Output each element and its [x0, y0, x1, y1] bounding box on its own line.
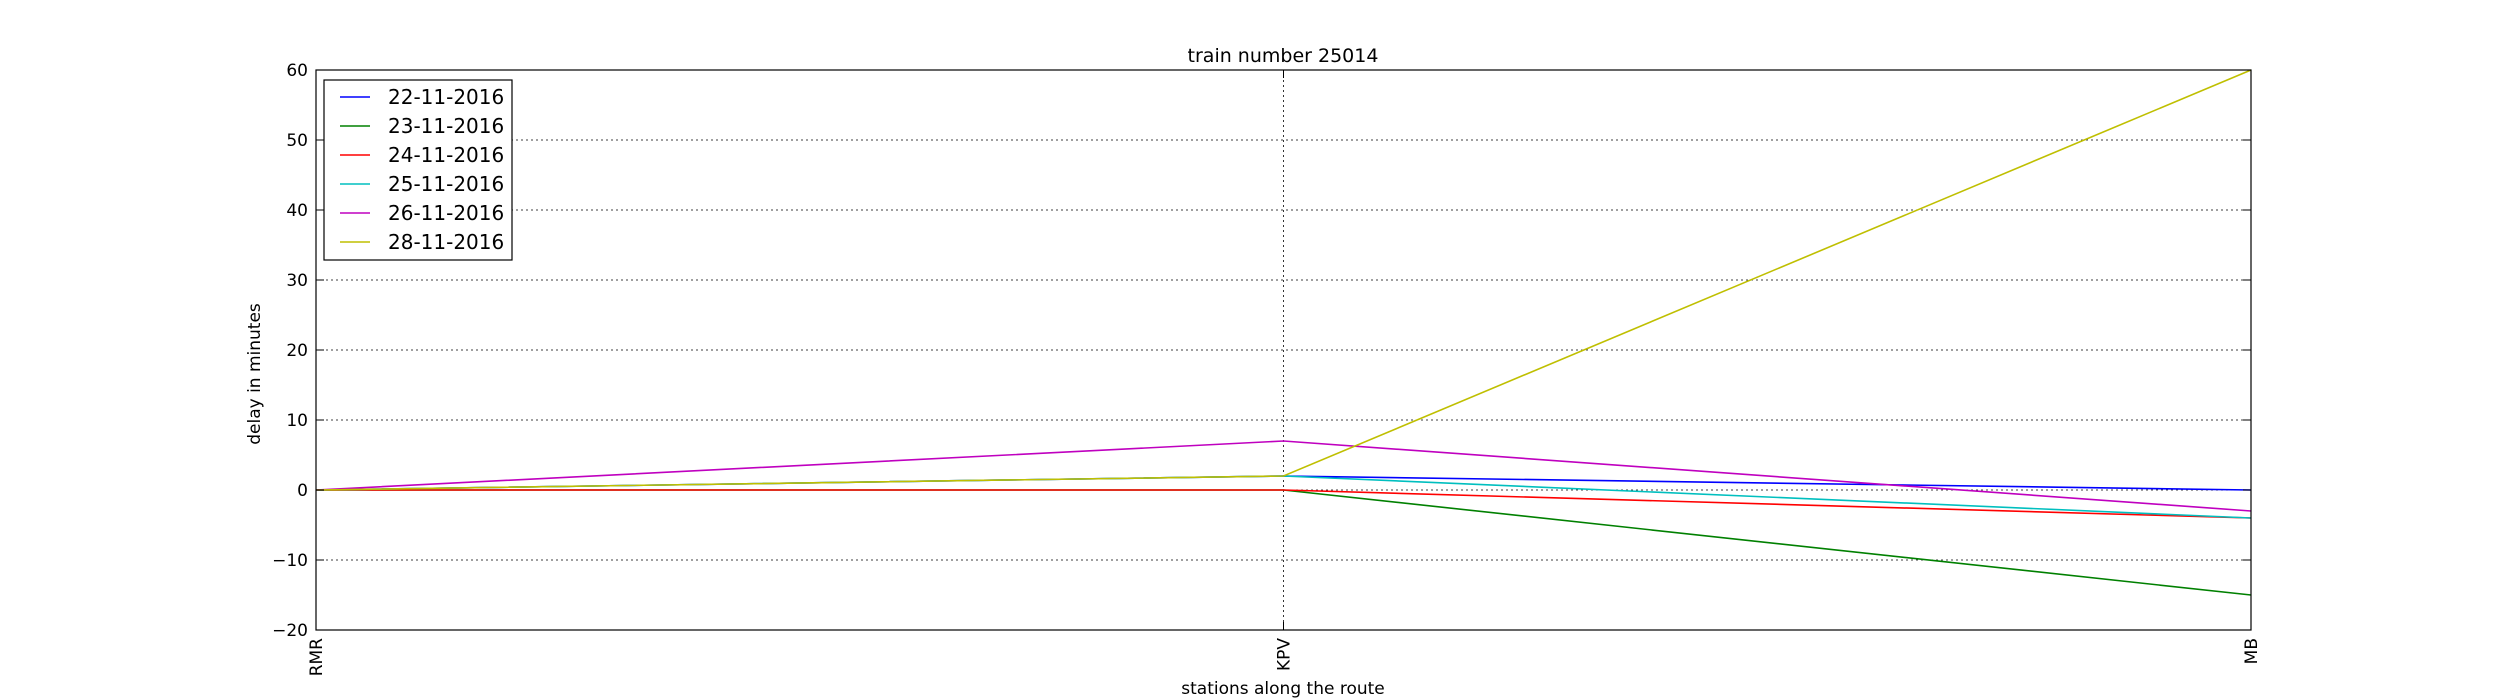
y-tick-label: 50 — [286, 131, 308, 151]
series-lines — [315, 69, 2252, 596]
chart-title: train number 25014 — [1188, 45, 1379, 67]
y-tick-label: −10 — [272, 551, 308, 571]
y-axis-label: delay in minutes — [245, 303, 265, 445]
legend-label: 23-11-2016 — [388, 114, 504, 138]
x-tick-label: RMR — [307, 638, 327, 676]
x-tick-label: MB — [2242, 638, 2262, 664]
y-tick-label: 60 — [286, 61, 308, 81]
legend-label: 25-11-2016 — [388, 172, 504, 196]
legend-label: 28-11-2016 — [388, 230, 504, 254]
series-line-24-11-2016 — [316, 489, 2252, 519]
x-axis-ticks: RMR KPV MB — [307, 70, 2262, 676]
legend-label: 22-11-2016 — [388, 85, 504, 109]
y-tick-label: 40 — [286, 201, 308, 221]
y-tick-label: −20 — [272, 621, 308, 641]
grid — [315, 69, 2252, 631]
series-line-28-11-2016 — [315, 69, 2252, 491]
legend: 22-11-2016 23-11-2016 24-11-2016 25-11-2016… — [323, 79, 513, 261]
legend-frame — [323, 79, 513, 261]
y-tick-label: 30 — [286, 271, 308, 291]
legend-label: 24-11-2016 — [388, 143, 504, 167]
x-tick-label: KPV — [1275, 638, 1295, 671]
x-axis-label: stations along the route — [1181, 679, 1385, 699]
legend-label: 26-11-2016 — [388, 201, 504, 225]
y-tick-label: 10 — [286, 411, 308, 431]
series-line-26-11-2016 — [315, 440, 2252, 512]
y-axis-ticks: −20 −10 0 10 20 30 40 50 60 — [272, 61, 2251, 641]
series-line-22-11-2016 — [315, 475, 2252, 491]
y-tick-label: 20 — [286, 341, 308, 361]
y-tick-label: 0 — [297, 481, 308, 501]
